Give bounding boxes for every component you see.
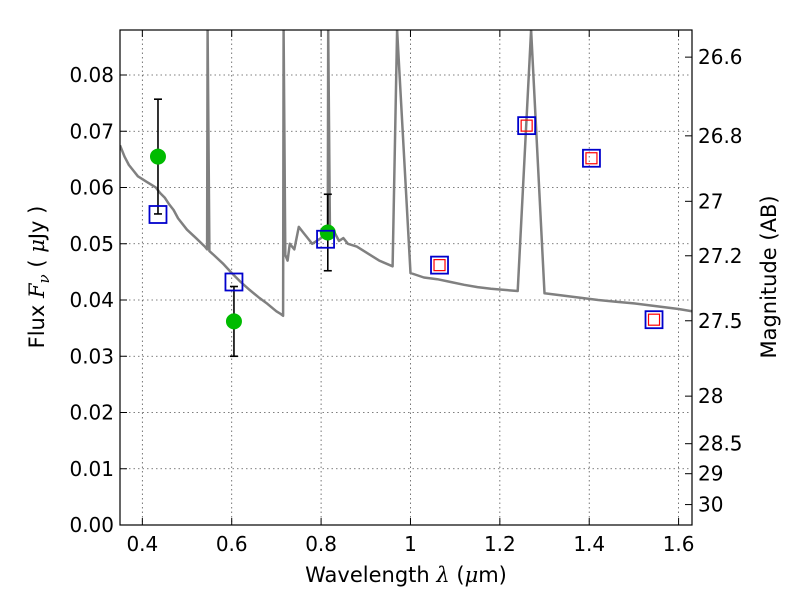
model-photometry-square — [644, 310, 664, 330]
x-tick-label: 1.2 — [484, 532, 516, 556]
observed-point — [319, 224, 336, 241]
grid-layer — [120, 30, 692, 526]
y-tick-label: 0.05 — [69, 232, 114, 256]
y-axis-label: Flux Fν ( μJy ) — [25, 206, 53, 349]
y2-tick-label: 28 — [698, 384, 723, 408]
model-photometry-square — [224, 272, 244, 292]
y2-tick-label: 27 — [698, 189, 723, 213]
red-square — [647, 313, 661, 326]
y2-tick-label: 30 — [698, 493, 723, 517]
observed-point — [149, 148, 166, 165]
sed-layer — [120, 30, 692, 318]
y-tick-label: 0.03 — [69, 344, 114, 368]
y2-tick-label: 29 — [698, 462, 723, 486]
y2-tick-label: 26.6 — [698, 45, 743, 69]
observed-point — [225, 313, 242, 330]
y2-tick-label: 28.5 — [698, 432, 743, 456]
y2-tick-label: 27.2 — [698, 244, 743, 268]
x-tick-label: 0.6 — [216, 532, 248, 556]
y-tick-label: 0.07 — [69, 119, 114, 143]
y-tick-label: 0.00 — [69, 513, 114, 537]
model-photometry-square — [316, 229, 335, 249]
y-tick-label: 0.08 — [69, 63, 114, 87]
x-tick-label: 1.4 — [573, 532, 605, 556]
model-photometry-square — [148, 205, 168, 224]
model-photometry-square — [582, 148, 601, 168]
marker-layer — [148, 98, 664, 358]
sed-line — [120, 30, 692, 318]
model-photometry-square — [517, 116, 537, 136]
model-photometry-square — [430, 255, 449, 275]
y-tick-label: 0.01 — [69, 457, 114, 481]
x-tick-label: 1.6 — [663, 532, 695, 556]
y2-tick-label: 26.8 — [698, 124, 743, 148]
y-tick-label: 0.06 — [69, 176, 114, 200]
y2-tick-label: 27.5 — [698, 309, 743, 333]
tick-layer: 0.4 0.6 0.8 1 1.2 1.4 1.6 0.00 0.01 0.02 0.03 0.04 0… — [69, 30, 743, 556]
red-square — [520, 119, 533, 132]
y-tick-label: 0.02 — [69, 401, 114, 425]
x-tick-label: 0.4 — [126, 532, 158, 556]
y2-axis-label: Magnitude (AB) — [757, 195, 781, 358]
x-tick-label: 0.8 — [305, 532, 337, 556]
x-tick-label: 1 — [404, 532, 417, 556]
y-tick-label: 0.04 — [69, 288, 114, 312]
red-square — [585, 152, 598, 165]
plot-frame — [119, 29, 693, 526]
red-square — [433, 259, 446, 272]
x-axis-label: Wavelength λ (μm) — [305, 563, 507, 587]
